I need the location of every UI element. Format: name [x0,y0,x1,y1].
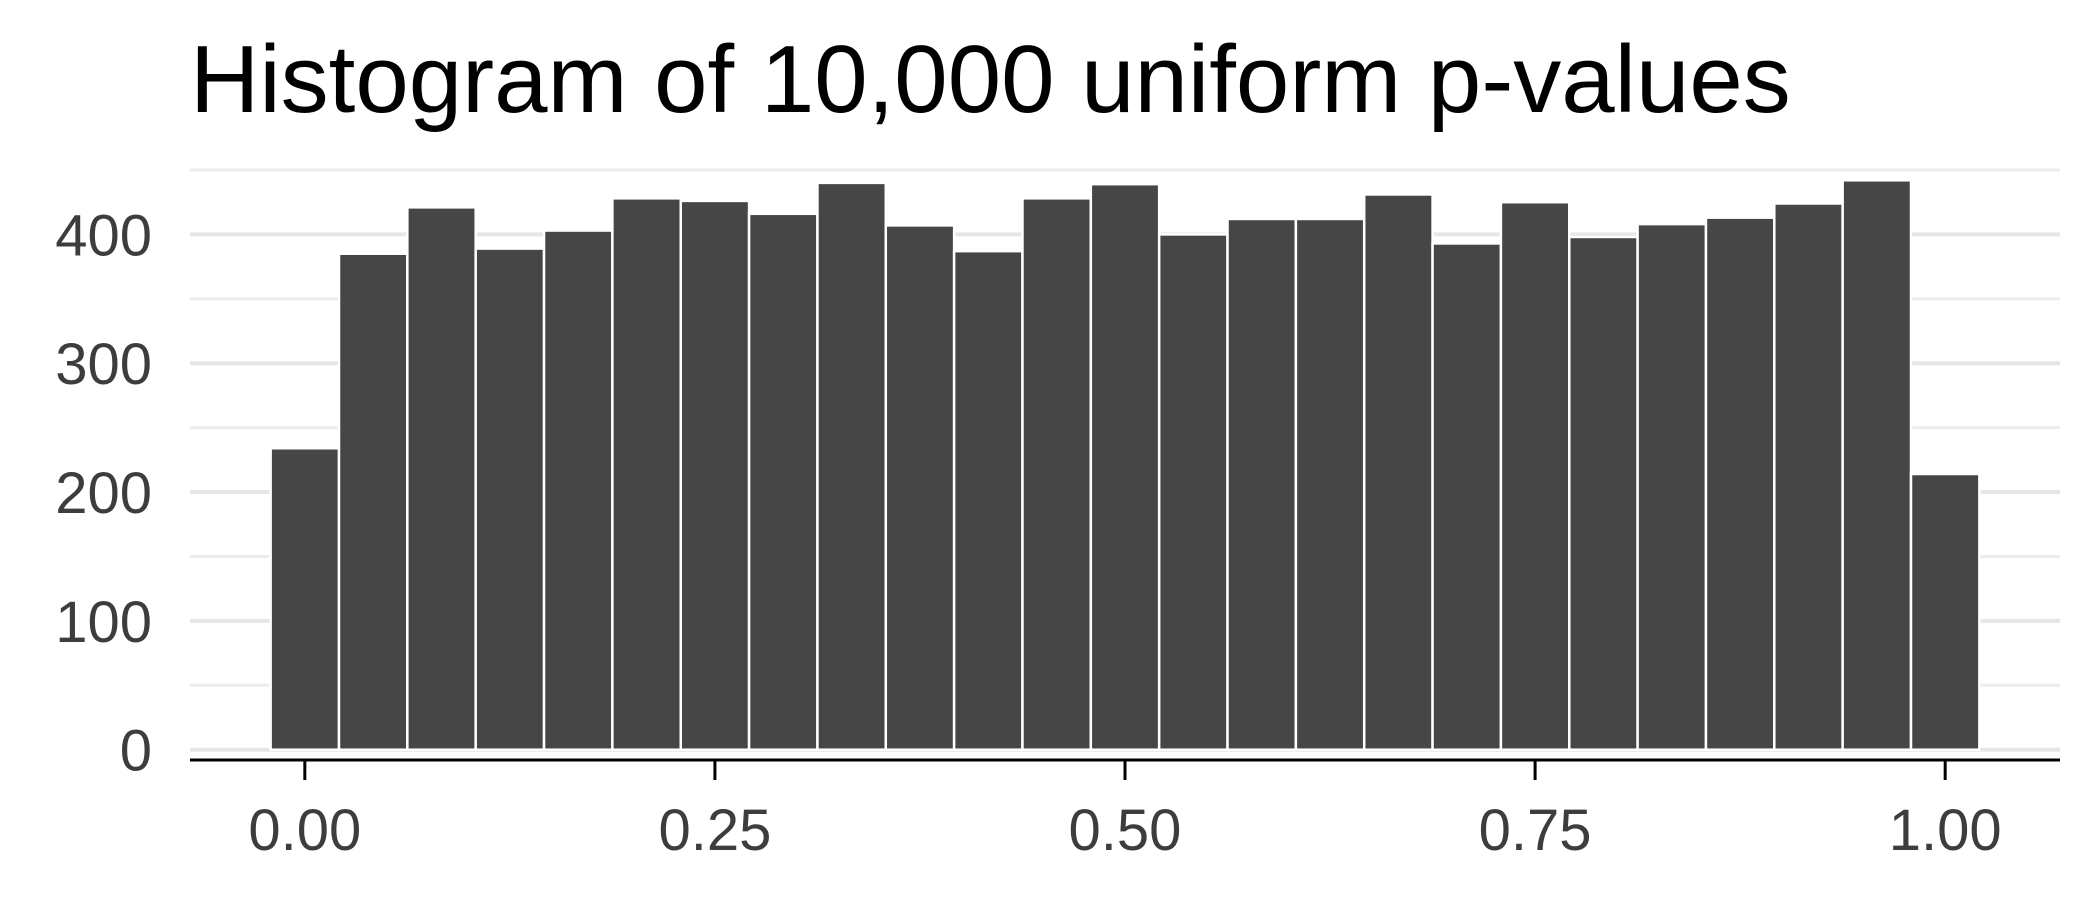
x-tick-label: 0.75 [1479,798,1592,863]
y-tick-label: 0 [120,719,152,784]
y-tick-label: 100 [55,590,152,655]
y-tick-labels: 0 100 200 300 400 [55,203,152,783]
histogram-bar [1841,179,1913,751]
histogram-bar [1021,197,1093,751]
histogram-bars [269,179,1981,751]
y-tick-label: 200 [55,461,152,526]
histogram-bar [1226,217,1298,751]
histogram-bar [269,447,341,751]
histogram-bar [337,252,409,751]
x-tick-labels: 0.00 0.25 0.50 0.75 1.00 [248,760,2002,863]
histogram-bar [406,206,477,751]
histogram-bar [1089,182,1161,751]
histogram-bar [1704,216,1776,751]
histogram-bar [1636,222,1708,751]
histogram-bar [884,224,956,751]
histogram-bar [1294,217,1366,751]
histogram-bar [542,229,614,751]
histogram-bar [1499,200,1571,751]
histogram-bar [1568,235,1639,751]
y-tick-label: 300 [55,332,152,397]
histogram-bar [747,212,819,751]
chart-title: Histogram of 10,000 uniform p-values [190,26,1791,133]
histogram-bar [1431,242,1503,751]
x-tick-label: 0.50 [1069,798,1182,863]
histogram-bar [1773,202,1844,751]
histogram-bar [474,247,546,751]
y-tick-label: 400 [55,203,152,268]
x-tick-label: 0.00 [248,798,361,863]
histogram-bar [1362,193,1434,751]
histogram-bar [611,197,682,751]
histogram-bar [679,199,751,751]
histogram-bar [1157,233,1229,751]
x-tick-label: 1.00 [1889,798,2002,863]
histogram-bar [952,249,1024,751]
x-tick-label: 0.25 [658,798,771,863]
histogram-bar [816,181,888,751]
histogram-bar [1909,472,1981,751]
